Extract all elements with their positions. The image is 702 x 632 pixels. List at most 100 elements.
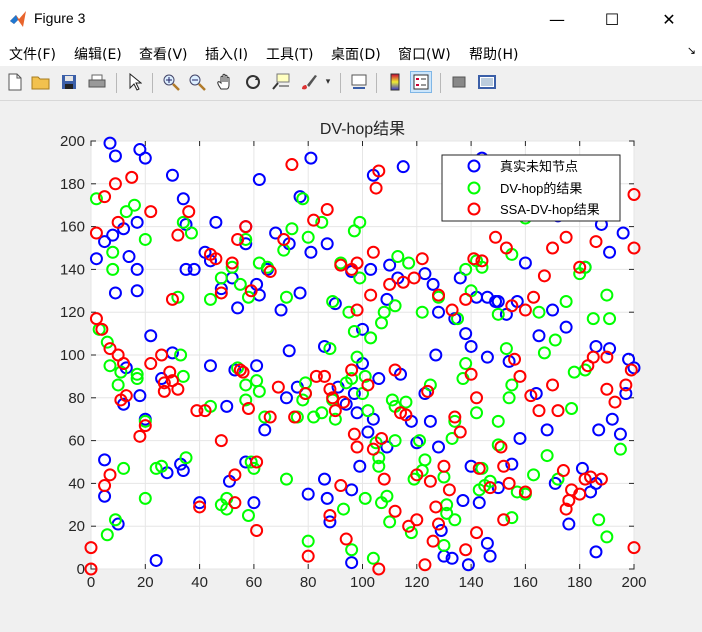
menu-edit[interactable]: 编辑(E): [74, 47, 122, 63]
brush-dropdown-icon[interactable]: ▾: [325, 77, 331, 87]
dvhop-marker: [108, 513, 122, 527]
dvhop-marker: [315, 406, 329, 420]
dvhop-marker: [380, 489, 394, 503]
true-node-marker: [562, 517, 576, 531]
ssa-dvhop-marker: [518, 485, 532, 499]
ssa-dvhop-marker: [497, 513, 511, 527]
save-icon[interactable]: [58, 71, 80, 93]
show-plot-tools-icon[interactable]: [476, 71, 498, 93]
ssa-dvhop-marker: [111, 215, 125, 229]
menu-view[interactable]: 查看(V): [139, 47, 188, 63]
zoom-in-icon[interactable]: [160, 71, 182, 93]
new-file-icon[interactable]: [4, 71, 26, 93]
data-cursor-icon[interactable]: [270, 71, 292, 93]
ssa-dvhop-marker: [84, 562, 98, 576]
link-plot-icon[interactable]: [348, 71, 370, 93]
dock-arrow-icon[interactable]: ↘: [686, 44, 696, 57]
dvhop-marker: [415, 305, 429, 319]
ssa-dvhop-marker: [410, 468, 424, 482]
true-node-marker: [187, 262, 201, 276]
print-icon[interactable]: [86, 71, 108, 93]
dvhop-marker: [505, 511, 519, 525]
legend[interactable]: 真实未知节点 DV-hop的结果 SSA-DV-hop结果: [441, 154, 621, 222]
true-node-marker: [130, 284, 144, 298]
ssa-dvhop-marker: [524, 389, 538, 403]
title-bar: Figure 3 — ☐ ✕: [0, 0, 702, 38]
legend-marker-ssa-dvhop: [467, 202, 481, 216]
toolbar-separator: [440, 73, 441, 93]
dvhop-marker: [239, 378, 253, 392]
true-node-marker: [432, 440, 446, 454]
ssa-dvhop-marker: [429, 500, 443, 514]
ssa-dvhop-marker: [399, 408, 413, 422]
true-node-marker: [149, 553, 163, 567]
dvhop-marker: [491, 307, 505, 321]
true-node-marker: [513, 431, 527, 445]
ssa-dvhop-marker: [470, 526, 484, 540]
true-node-marker: [209, 215, 223, 229]
ssa-dvhop-marker: [600, 350, 614, 364]
pan-hand-icon[interactable]: [214, 71, 236, 93]
dvhop-marker: [114, 365, 128, 379]
pointer-icon[interactable]: [124, 71, 146, 93]
true-node-marker: [133, 389, 147, 403]
true-node-marker: [328, 297, 342, 311]
ssa-dvhop-marker: [320, 202, 334, 216]
colorbar-icon[interactable]: [384, 71, 406, 93]
ssa-dvhop-marker: [366, 245, 380, 259]
zoom-out-icon[interactable]: [186, 71, 208, 93]
ssa-dvhop-marker: [334, 479, 348, 493]
true-node-marker: [203, 359, 217, 373]
menu-insert[interactable]: 插入(I): [205, 47, 249, 63]
ssa-dvhop-marker: [513, 369, 527, 383]
dvhop-marker: [491, 438, 505, 452]
dvhop-marker: [448, 513, 462, 527]
menu-help[interactable]: 帮助(H): [469, 47, 519, 63]
ssa-dvhop-marker: [214, 434, 228, 448]
true-node-marker: [108, 149, 122, 163]
ssa-dvhop-marker: [627, 241, 641, 255]
legend-label-dvhop: DV-hop的结果: [500, 181, 582, 196]
dvhop-marker: [225, 260, 239, 274]
true-node-marker: [144, 329, 158, 343]
ssa-dvhop-marker: [345, 363, 359, 377]
menu-bar: 文件(F) 编辑(E) 查看(V) 插入(I) 工具(T) 桌面(D) 窗口(W…: [0, 38, 702, 66]
dvhop-marker: [279, 472, 293, 486]
y-tick-label: 20: [68, 518, 85, 535]
dvhop-marker: [505, 378, 519, 392]
ssa-dvhop-marker: [263, 265, 277, 279]
true-node-marker: [293, 190, 307, 204]
maximize-button[interactable]: ☐: [585, 0, 639, 38]
ssa-dvhop-marker: [619, 378, 633, 392]
menu-tools[interactable]: 工具(T): [266, 47, 314, 63]
scatter-plot[interactable]: 0 20 40 60 80 100 120 140 160 180 200 0 20 40 60 80 100 1…: [0, 101, 702, 628]
minimize-button[interactable]: —: [530, 0, 584, 38]
ssa-dvhop-marker: [546, 241, 560, 255]
toolbar-separator: [340, 73, 341, 93]
dvhop-marker: [244, 455, 258, 469]
ssa-dvhop-marker: [155, 348, 169, 362]
menu-window[interactable]: 窗口(W): [398, 47, 451, 63]
open-folder-icon[interactable]: [30, 71, 52, 93]
menu-desktop[interactable]: 桌面(D): [331, 47, 381, 63]
true-node-marker: [231, 301, 245, 315]
ssa-dvhop-marker: [448, 410, 462, 424]
dvhop-marker: [385, 393, 399, 407]
ssa-dvhop-marker: [372, 164, 386, 178]
brush-icon[interactable]: [298, 71, 320, 93]
y-tick-label: 140: [60, 261, 85, 278]
close-button[interactable]: ✕: [642, 0, 696, 38]
ssa-dvhop-marker: [190, 404, 204, 418]
menu-file[interactable]: 文件(F): [9, 47, 56, 63]
dvhop-marker: [353, 271, 367, 285]
true-node-marker: [396, 160, 410, 174]
dvhop-marker: [448, 414, 462, 428]
rotate-3d-icon[interactable]: [242, 71, 264, 93]
toolbar-separator: [152, 73, 153, 93]
ssa-dvhop-marker: [98, 190, 112, 204]
dvhop-marker: [402, 256, 416, 270]
ssa-dvhop-marker: [336, 395, 350, 409]
hide-plot-tools-icon[interactable]: [448, 71, 470, 93]
dvhop-marker: [345, 543, 359, 557]
legend-icon[interactable]: [410, 71, 432, 93]
